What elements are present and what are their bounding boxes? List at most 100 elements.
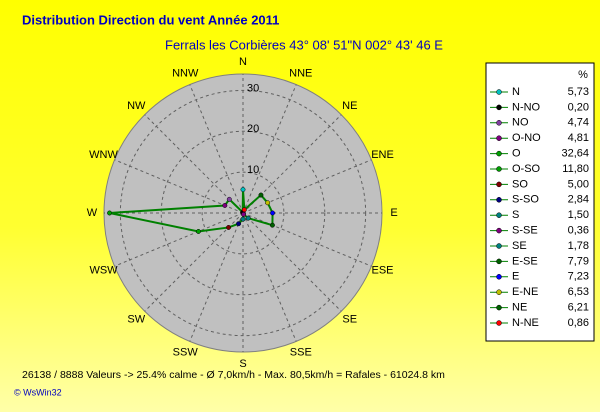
- r-tick-label: 30: [247, 82, 259, 94]
- legend-value: 7,79: [568, 255, 589, 267]
- direction-label: E: [390, 207, 397, 219]
- spoke: [189, 212, 244, 342]
- r-tick-label: 20: [247, 123, 259, 135]
- direction-label: SSE: [290, 346, 312, 358]
- spoke: [242, 114, 342, 214]
- direction-label: NNE: [289, 67, 312, 79]
- legend-label: E: [512, 271, 519, 283]
- legend-value: 0,86: [568, 317, 589, 329]
- r-tick-label: 10: [247, 164, 259, 176]
- direction-label: NNW: [172, 67, 199, 79]
- data-point: [258, 192, 264, 198]
- data-point: [265, 200, 271, 206]
- legend-marker: [496, 120, 502, 126]
- legend-marker: [496, 258, 502, 265]
- legend-label: S-SO: [512, 194, 539, 206]
- spoke: [189, 84, 244, 214]
- grid-ring: [160, 130, 326, 296]
- legend-label: O-NO: [512, 132, 541, 144]
- data-point: [240, 187, 246, 193]
- legend-value: 6,21: [568, 302, 589, 314]
- direction-label: W: [87, 207, 98, 219]
- direction-label: ESE: [371, 265, 393, 277]
- legend-marker: [496, 289, 502, 295]
- legend-label: O: [512, 148, 521, 160]
- legend-marker: [496, 274, 502, 280]
- chart-title: Distribution Direction du vent Année 201…: [22, 12, 279, 27]
- direction-label: SSW: [173, 346, 199, 358]
- legend-value: 7,23: [568, 271, 589, 283]
- legend-title: %: [578, 69, 588, 81]
- legend-label: O-SO: [512, 163, 541, 175]
- spoke: [242, 212, 342, 312]
- direction-label: WNW: [89, 149, 118, 161]
- legend-value: 5,00: [568, 178, 589, 190]
- spoke: [242, 159, 372, 214]
- legend-marker: [496, 89, 502, 95]
- legend-box: [485, 62, 595, 342]
- data-point: [241, 207, 247, 213]
- data-point: [236, 221, 242, 227]
- legend-marker: [496, 104, 502, 111]
- legend-value: 1,78: [568, 240, 589, 252]
- legend-value: 2,84: [568, 194, 589, 206]
- legend-label: N-NE: [512, 317, 539, 329]
- direction-label: NW: [127, 100, 146, 112]
- legend-value: 1,50: [568, 209, 589, 221]
- spoke: [114, 159, 244, 214]
- legend-marker: [496, 304, 502, 311]
- legend-value: 4,81: [568, 132, 589, 144]
- legend-label: S-SE: [512, 225, 538, 237]
- credit: © WsWin32: [14, 387, 62, 397]
- data-point: [195, 229, 201, 234]
- grid-ring: [201, 171, 285, 255]
- legend-label: SO: [512, 178, 528, 190]
- legend-value: 5,73: [568, 86, 589, 98]
- legend-label: N: [512, 86, 520, 98]
- legend-label: NE: [512, 302, 527, 314]
- direction-label: ENE: [371, 149, 394, 161]
- spoke: [242, 212, 372, 267]
- direction-label: SW: [127, 314, 145, 326]
- direction-label: NE: [342, 100, 357, 112]
- spoke: [242, 84, 297, 214]
- footer: 26138 / 8888 Valeurs -> 25.4% calme - Ø …: [22, 369, 445, 381]
- legend-marker: [496, 320, 502, 326]
- direction-label: N: [239, 56, 247, 68]
- data-point: [240, 216, 246, 222]
- legend-value: 32,64: [561, 148, 589, 160]
- legend-marker: [496, 227, 502, 234]
- legend-marker: [496, 243, 502, 249]
- data-point: [269, 222, 275, 228]
- legend-marker: [496, 166, 502, 172]
- data-point: [226, 196, 232, 202]
- data-point: [270, 210, 276, 216]
- data-point: [226, 225, 231, 230]
- data-point: [245, 215, 251, 221]
- legend-marker: [496, 212, 502, 218]
- direction-label: S: [239, 358, 246, 370]
- legend-value: 0,36: [568, 225, 589, 237]
- direction-label: SE: [342, 314, 357, 326]
- direction-label: WSW: [89, 265, 118, 277]
- legend-marker: [496, 150, 502, 157]
- spoke: [144, 212, 244, 312]
- spoke: [114, 212, 244, 267]
- legend-label: N-NO: [512, 101, 541, 113]
- spoke: [144, 114, 244, 214]
- legend-value: 6,53: [568, 286, 589, 298]
- legend-value: 0,20: [568, 101, 589, 113]
- data-point: [107, 210, 113, 216]
- legend-marker: [496, 135, 502, 141]
- legend-value: 4,74: [568, 117, 589, 129]
- legend-label: E-NE: [512, 286, 538, 298]
- legend-label: S: [512, 209, 519, 221]
- legend-label: SE: [512, 240, 527, 252]
- data-point: [222, 203, 228, 208]
- legend-value: 11,80: [562, 163, 589, 175]
- legend-marker: [496, 197, 502, 203]
- data-point: [241, 211, 247, 217]
- chart-subtitle: Ferrals les Corbières 43° 08' 51"N 002° …: [165, 37, 443, 52]
